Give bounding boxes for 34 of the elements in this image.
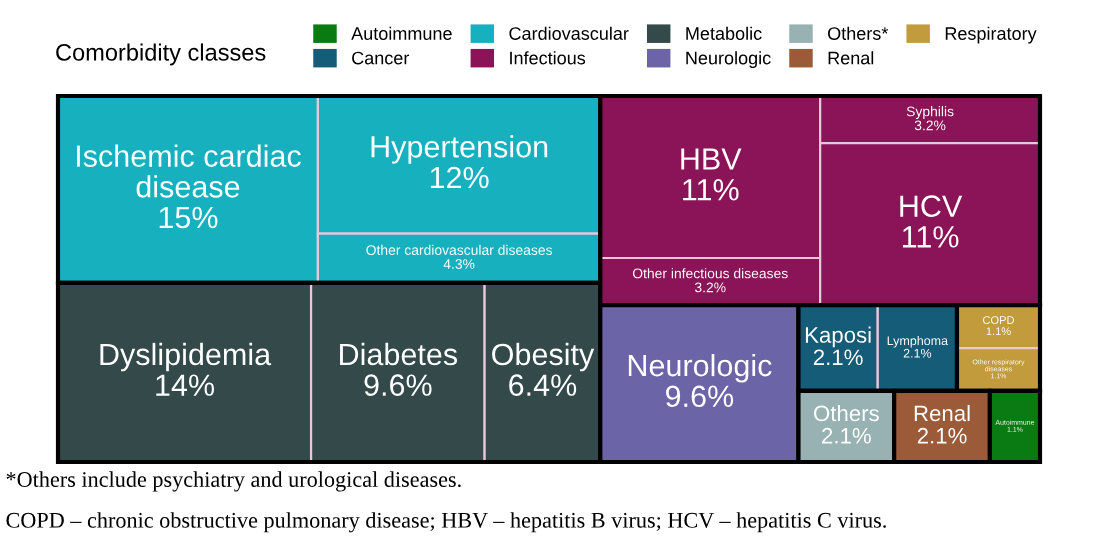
legend-title: Comorbidity classes: [56, 43, 266, 66]
category-label: Dyslipidemia: [100, 342, 272, 372]
category-label: Ischemic cardiac disease: [77, 144, 301, 198]
legend-label: Renal: [828, 51, 874, 65]
data-label: 6.4%: [509, 374, 577, 396]
data-label: 2.1%: [813, 349, 863, 366]
text: *Others include psychiatry and urological diseases.: [6, 471, 461, 492]
data-label: 9.6%: [364, 374, 432, 396]
category-label: HCV: [900, 195, 963, 217]
category-label: Hypertension: [371, 135, 548, 164]
category-label: HBV: [681, 148, 742, 170]
data-label: 11%: [683, 179, 739, 201]
legend-label: Cancer: [352, 51, 410, 65]
data-label: 9.6%: [666, 385, 734, 408]
category-label: Renal: [914, 404, 970, 422]
category-label: Kaposi: [805, 326, 871, 348]
data-label: 2.1%: [822, 427, 871, 444]
legend-label: Cardiovascular: [509, 26, 629, 40]
category-label: Diabetes: [340, 342, 458, 366]
legend-label: Infectious: [510, 51, 586, 65]
data-label: 14%: [156, 374, 215, 396]
category-label: Obesity: [492, 342, 595, 372]
category-label: Others: [814, 404, 879, 422]
data-label: 15%: [159, 206, 218, 229]
data-label: 11%: [902, 226, 959, 248]
legend-label: Others*: [828, 26, 889, 40]
category-label: Neurologic: [628, 353, 772, 383]
legend-label: Autoimmune: [351, 26, 452, 40]
legend-label: Metabolic: [686, 26, 762, 40]
data-label: 2.1%: [917, 427, 967, 444]
legend-label: Neurologic: [686, 51, 771, 69]
data-label: 12%: [430, 166, 489, 189]
text: COPD – chronic obstructive pulmonary disease; HBV – hepatitis B virus; HCV – hepatitis C virus.: [6, 512, 886, 533]
legend-label: Respiratory: [945, 26, 1037, 44]
